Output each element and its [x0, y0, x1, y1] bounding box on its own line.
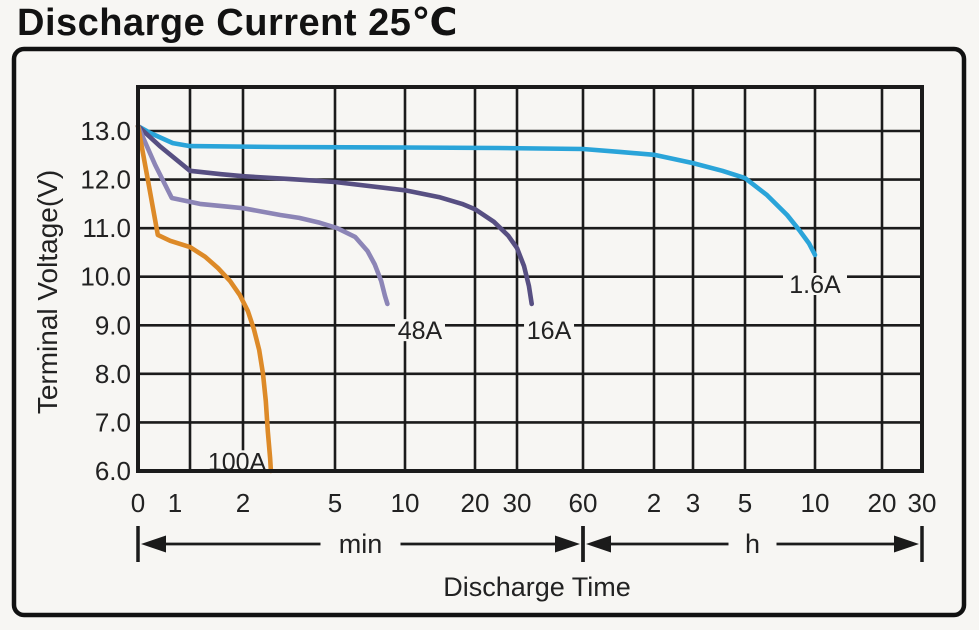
- svg-text:20: 20: [868, 488, 897, 518]
- svg-text:0: 0: [131, 488, 145, 518]
- outer-frame: [11, 46, 967, 618]
- curve-label-1.6A: 1.6A: [789, 271, 841, 299]
- series-16A: [135, 123, 535, 307]
- x-unit-label-h: h: [745, 529, 760, 559]
- chart-title: Discharge Current 25℃: [17, 2, 458, 44]
- svg-text:13.0: 13.0: [80, 116, 131, 146]
- svg-text:3: 3: [686, 488, 700, 518]
- svg-text:6.0: 6.0: [95, 456, 131, 486]
- svg-text:5: 5: [738, 488, 752, 518]
- series-100A: [135, 123, 274, 474]
- x-unit-arrows: min h: [136, 526, 924, 562]
- x-unit-label-min: min: [339, 529, 383, 559]
- svg-text:11.0: 11.0: [82, 213, 131, 243]
- svg-text:9.0: 9.0: [95, 310, 131, 340]
- curve-label-16A: 16A: [527, 317, 572, 345]
- svg-text:60: 60: [569, 488, 598, 518]
- svg-text:5: 5: [328, 488, 342, 518]
- svg-text:7.0: 7.0: [95, 407, 131, 437]
- svg-text:10: 10: [391, 488, 420, 518]
- svg-text:1: 1: [168, 488, 182, 518]
- svg-text:20: 20: [461, 488, 490, 518]
- svg-text:12.0: 12.0: [80, 165, 131, 195]
- y-tick-labels: 13.0 12.0 11.0 10.0 9.0 8.0 7.0 6.0: [80, 116, 131, 486]
- series-1.6A: [135, 123, 818, 258]
- x-tick-labels: 0 1 2 5 10 20 30 60 2 3 5 10 20 30: [131, 488, 937, 518]
- svg-text:2: 2: [236, 488, 250, 518]
- svg-text:10: 10: [801, 488, 830, 518]
- x-axis-title: Discharge Time: [443, 572, 631, 602]
- svg-text:30: 30: [503, 488, 532, 518]
- plot-border: [136, 85, 924, 473]
- svg-text:30: 30: [908, 488, 937, 518]
- curve-label-48A: 48A: [398, 317, 443, 345]
- series-48A: [135, 123, 390, 307]
- svg-text:8.0: 8.0: [95, 359, 131, 389]
- svg-text:2: 2: [647, 488, 661, 518]
- y-axis-title: Terminal Voltage(V): [32, 170, 63, 414]
- svg-text:10.0: 10.0: [80, 262, 131, 292]
